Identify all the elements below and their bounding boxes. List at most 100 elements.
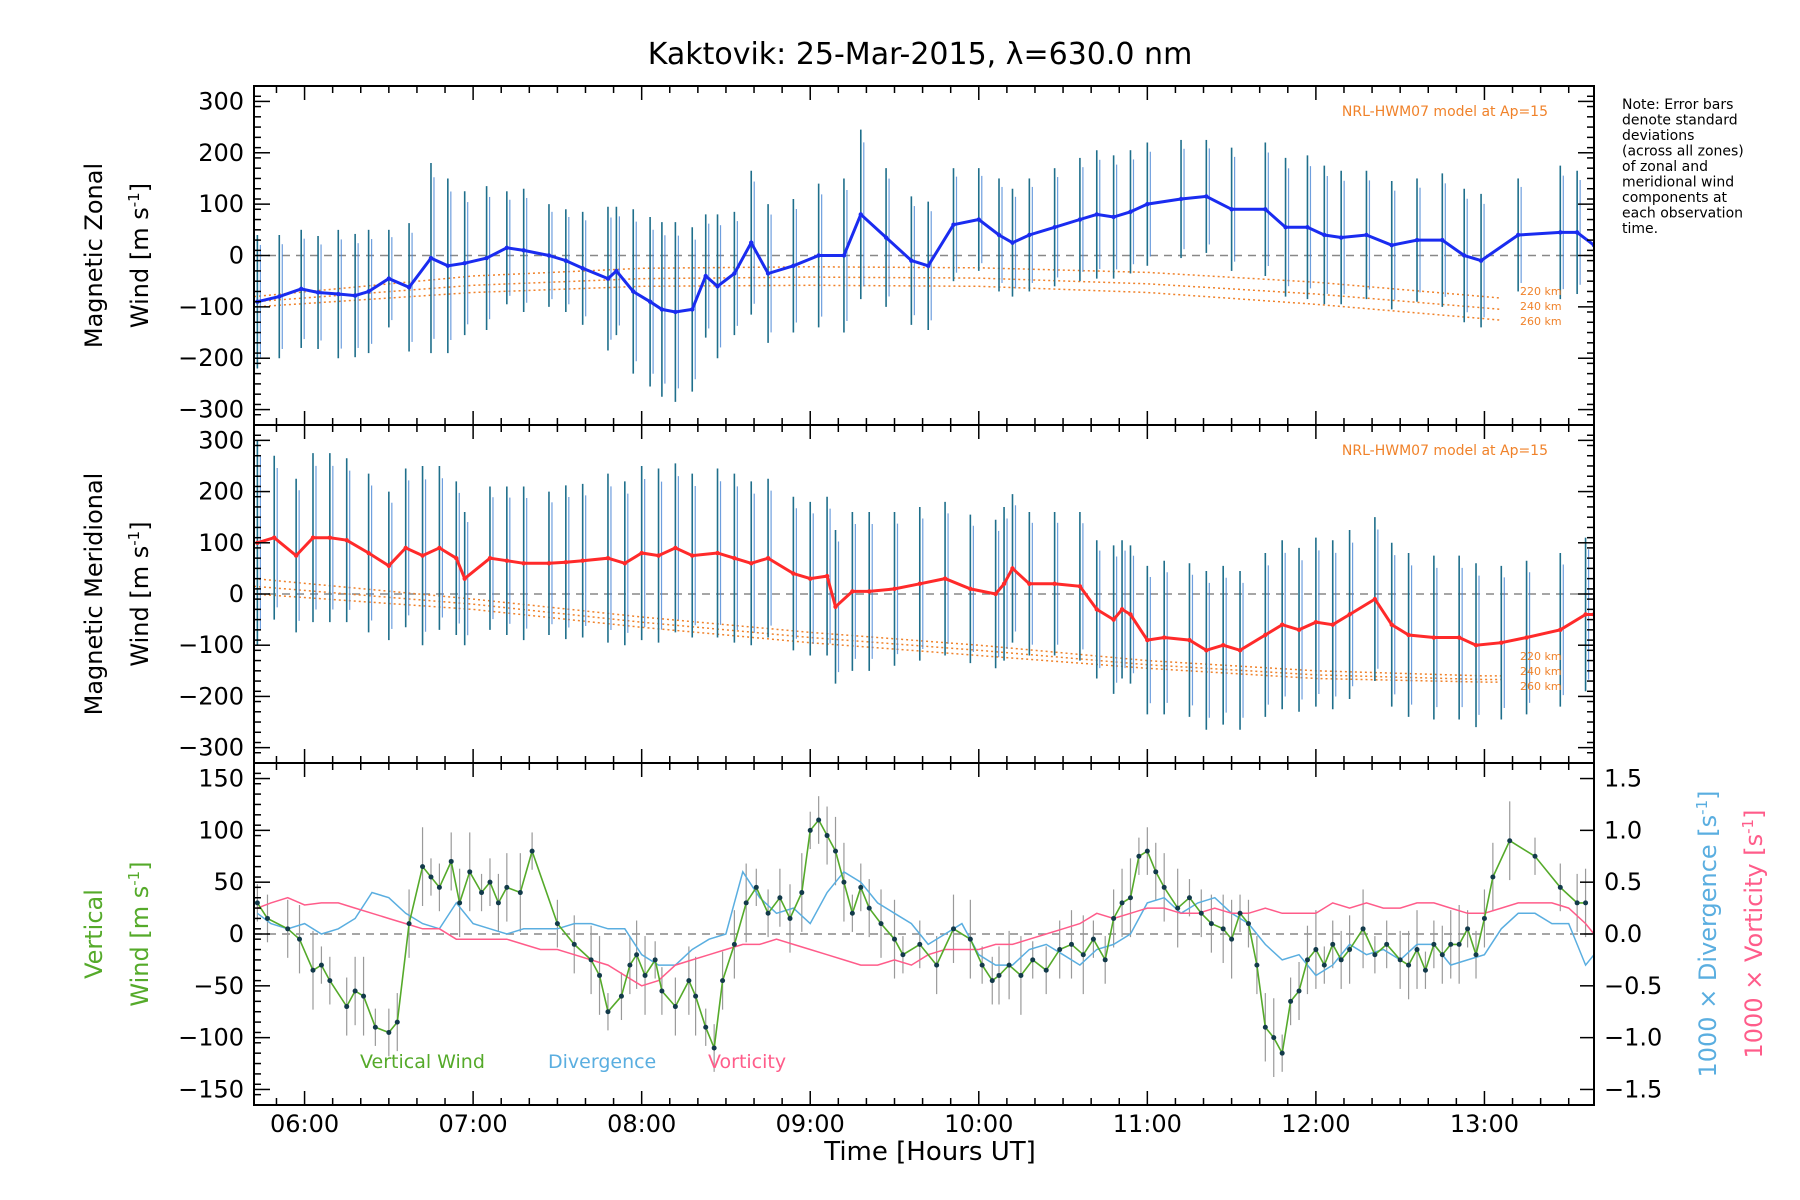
zonal-wind-point — [484, 255, 489, 261]
vertical-wind-point — [1490, 874, 1496, 880]
meridional-wind-point — [386, 563, 392, 569]
vertical-wind-point — [264, 915, 270, 921]
meridional-wind-point — [546, 561, 552, 566]
vertical-wind-point — [1330, 941, 1336, 947]
vertical-wind-point — [950, 926, 956, 932]
vertical-wind-point — [1198, 910, 1204, 916]
x-tick-label: 06:00 — [270, 1110, 339, 1138]
vertical-wind-point — [1102, 957, 1108, 963]
zonal-wind-point — [732, 271, 737, 276]
vertical-wind-point — [1347, 947, 1353, 953]
meridional-wind-point — [293, 553, 299, 558]
meridional-wind-point — [1313, 619, 1319, 625]
vertical-wind-point — [711, 1045, 717, 1051]
zonal-wind-point — [1574, 230, 1580, 235]
meridional-wind-point — [892, 586, 897, 592]
vertical-wind-point — [996, 972, 1002, 978]
vertical-wind-point — [1043, 967, 1049, 973]
zonal-wind-point — [1111, 214, 1116, 220]
vertical-wind-point — [1119, 900, 1125, 906]
zonal-wind-point — [715, 284, 720, 289]
meridional-wind-point — [1279, 622, 1285, 627]
zonal-wind-point — [883, 235, 889, 240]
zonal-wind-point — [1478, 258, 1484, 263]
zonal-wind-point — [673, 309, 678, 315]
meridional-wind-point — [1220, 643, 1226, 648]
y-tick-label: −200 — [178, 682, 244, 710]
meridional-wind-point — [1187, 637, 1192, 643]
meridional-wind-point — [1052, 581, 1057, 586]
model-label: NRL-HWM07 model at Ap=15 — [1342, 443, 1548, 459]
vertical-wind-point — [495, 900, 501, 906]
zonal-wind-point — [521, 248, 526, 253]
vertical-wind-point — [1465, 926, 1471, 932]
note-line: (across all zones) — [1622, 144, 1744, 160]
x-tick-label: 13:00 — [1450, 1110, 1519, 1138]
vertical-wind-point — [1068, 941, 1074, 947]
vertical-wind-point — [297, 936, 303, 942]
vertical-wind-point — [900, 952, 906, 958]
vertical-wind-point — [436, 884, 442, 890]
vertical-wind-point — [529, 848, 535, 854]
vertical-wind-point — [686, 978, 692, 984]
meridional-plot-area — [254, 440, 1594, 730]
x-axis-label: Time [Hours UT] — [823, 1137, 1036, 1167]
vertical-wind-point — [672, 1004, 678, 1010]
vertical-wind-point — [1030, 957, 1036, 963]
vertical-wind-point — [731, 941, 737, 947]
vertical-wind-point — [318, 962, 324, 968]
vertical-wind-point — [1448, 941, 1454, 947]
y-tick-label: 0 — [229, 242, 244, 270]
vorticity-axis-label: 1000 × Vorticity [s-1] — [1739, 810, 1768, 1059]
meridional-wind-point — [1524, 635, 1529, 640]
meridional-wind-point — [437, 545, 442, 551]
vertical-wind-point — [703, 1024, 709, 1030]
vertical-wind-point — [1136, 853, 1142, 859]
vertical-wind-point — [457, 900, 463, 906]
y-tick-label: 100 — [198, 816, 244, 844]
vertical-wind-point — [487, 879, 493, 885]
vertical-wind-point — [1338, 957, 1344, 963]
vertical-wind-point — [554, 921, 560, 927]
vertical-wind-point — [917, 941, 923, 947]
vertical-wind-point — [1080, 952, 1086, 958]
vertical-wind-point — [1574, 900, 1580, 906]
meridional-wind-point — [1145, 637, 1150, 643]
meridional-wind-point — [605, 555, 611, 561]
meridional-wind-point — [1296, 627, 1302, 633]
model-line-2 — [254, 284, 1502, 321]
meridional-wind-point — [1583, 612, 1588, 617]
meridional-wind-point — [1473, 643, 1479, 648]
vertical-wind-point — [824, 833, 830, 839]
zonal-wind-point — [315, 290, 321, 295]
vertical-wind-point — [777, 895, 783, 901]
vertical-wind-point — [1473, 952, 1479, 958]
x-tick-label: 11:00 — [1113, 1110, 1182, 1138]
zonal-wind-point — [703, 273, 708, 279]
meridional-wind-point — [487, 555, 493, 561]
x-tick-label: 10:00 — [944, 1110, 1013, 1138]
meridional-wind-point — [1010, 566, 1015, 571]
meridional-wind-point — [1406, 632, 1411, 638]
meridional-wind-point — [715, 550, 720, 556]
meridional-wind-point — [1119, 607, 1125, 612]
meridional-wind-point — [420, 553, 425, 558]
altitude-label: 240 km — [1520, 300, 1562, 313]
zonal-wind-point — [580, 266, 585, 271]
zonal-wind-point — [1027, 232, 1032, 238]
vertical-wind-point — [1229, 936, 1235, 942]
zonal-wind-point — [298, 286, 304, 292]
y-tick-label: −50 — [193, 972, 244, 1000]
model-line-1 — [254, 585, 1502, 681]
vertical-wind-point — [406, 921, 412, 927]
zonal-wind-point — [749, 240, 754, 245]
zonal-y-label-line2: Wind [m s-1] — [125, 183, 154, 328]
meridional-wind-point — [1347, 612, 1352, 617]
y-tick-label: 50 — [213, 868, 244, 896]
vertical-wind-point — [878, 921, 884, 927]
vertical-wind-point — [989, 978, 995, 984]
meridional-wind-point — [1111, 617, 1116, 622]
meridional-wind-point — [1204, 648, 1209, 653]
meridional-y-label-line2: Wind [m s-1] — [125, 521, 154, 666]
meridional-wind-point — [1558, 627, 1563, 633]
